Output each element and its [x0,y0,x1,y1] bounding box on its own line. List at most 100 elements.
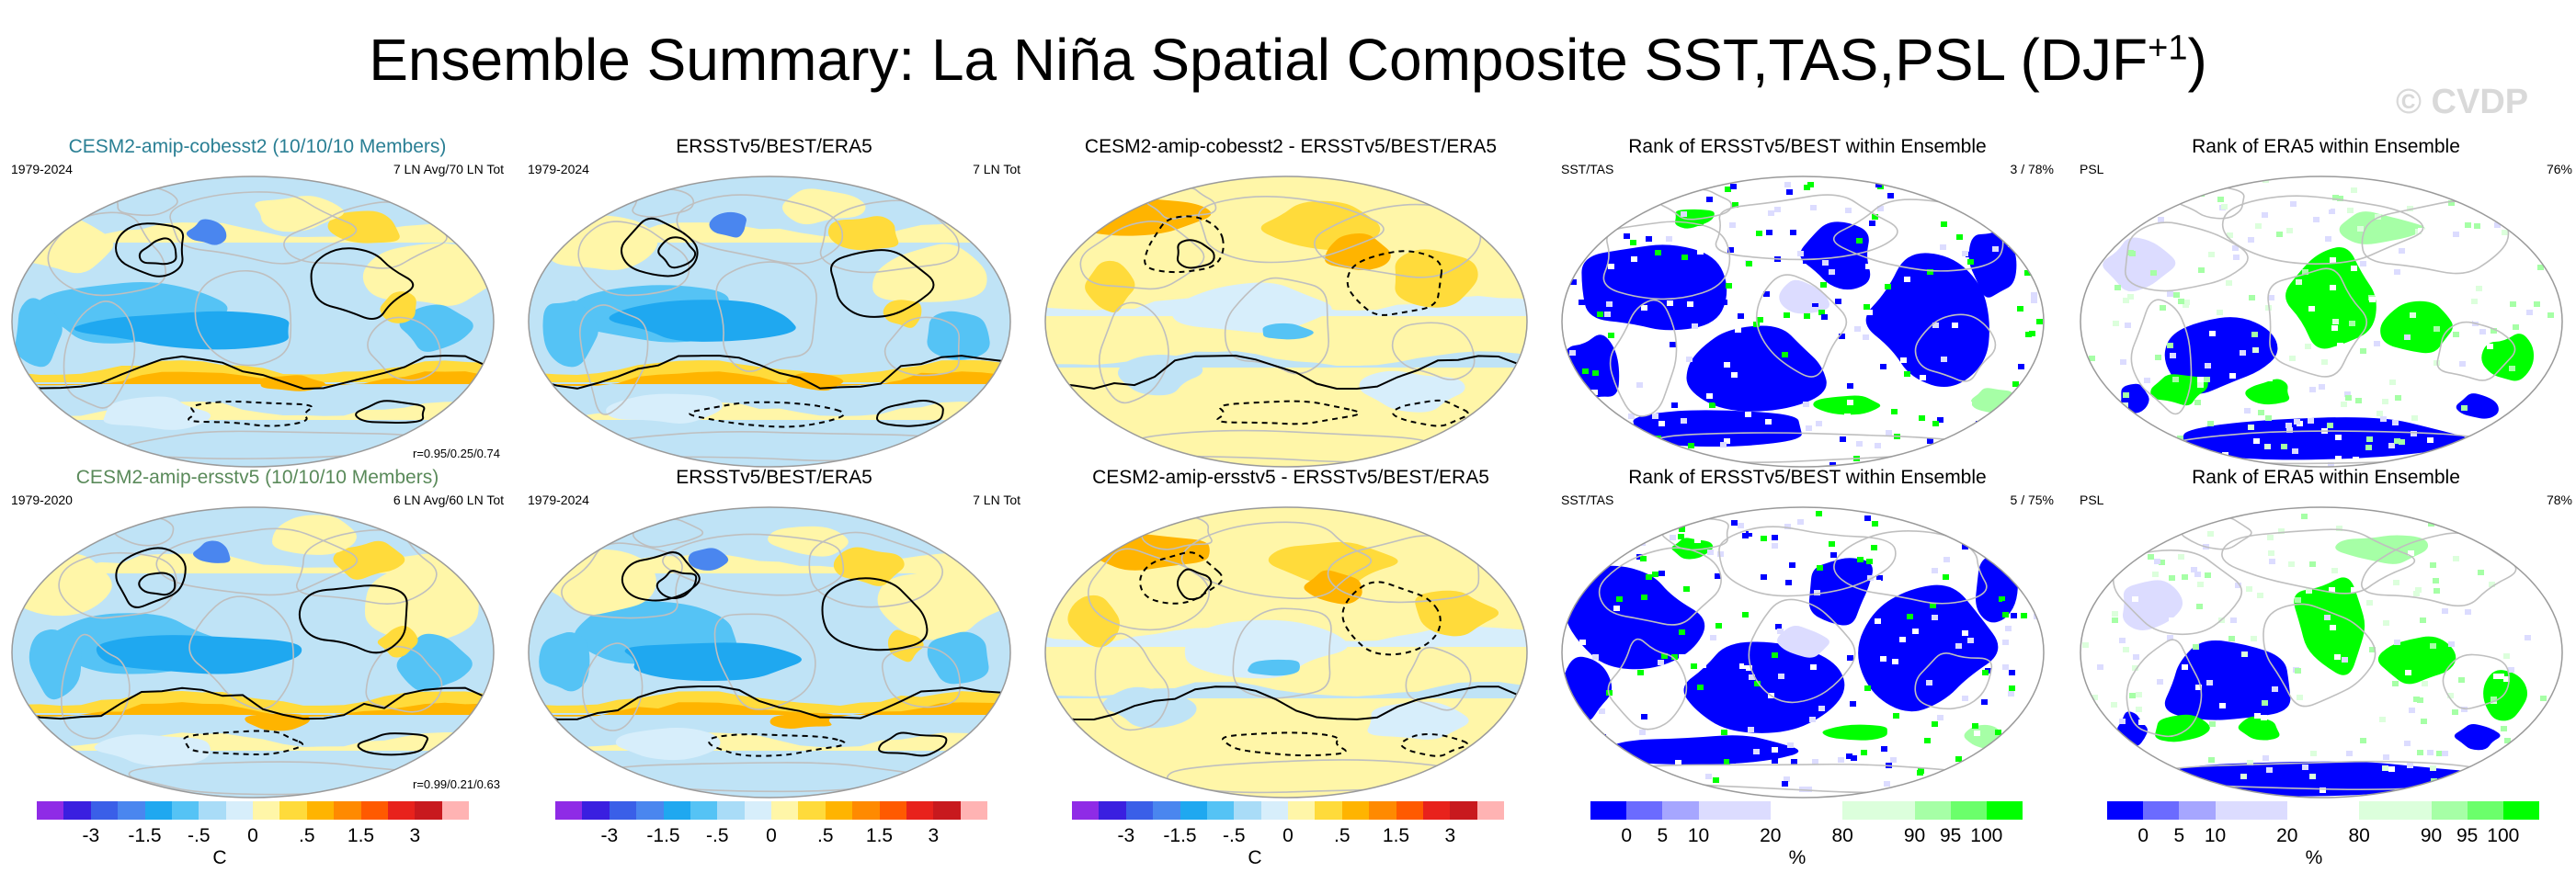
panel-right-label: 76% [2546,162,2572,176]
map-grid-cell [1887,193,1894,198]
map-grid-cell [1943,574,1949,580]
map-grid-cell [2553,277,2559,282]
map-grid-cell [1847,383,1853,389]
map-field-region [2164,640,2291,720]
map-grid-cell [1854,326,1861,332]
map-grid-cell [1871,545,1877,550]
map-grid-cell [1679,654,1685,660]
map-field-region [782,188,866,225]
map-grid-cell [2309,561,2316,567]
map-grid-cell [2167,635,2173,640]
map-grid-cell [2132,596,2138,602]
map-grid-cell [1691,663,1697,669]
colorbar-tick-label: 0 [1621,825,1633,846]
map-grid-cell [2442,751,2448,756]
map-grid-cell [2219,703,2226,708]
map-field-region [1359,370,1465,413]
map-grid-cell [2329,587,2335,593]
map-grid-cell [1731,520,1738,526]
map-grid-cell [2237,507,2243,511]
map-grid-cell [1657,459,1663,464]
map-grid-cell [2195,685,2202,690]
map-grid-cell [2194,400,2201,405]
map-grid-cell [1630,240,1636,245]
map-grid-cell [2413,697,2420,702]
map-grid-cell [2006,418,2012,424]
map-grid-cell [1735,327,1741,333]
map-grid-cell [1706,197,1713,202]
map-grid-cell [2408,550,2414,556]
panel-right-label: 7 LN Tot [973,162,1020,176]
coastline [47,211,166,297]
coastline [1098,301,1169,404]
psl-contour [1144,215,1225,274]
map-grid-cell [2453,556,2459,561]
psl-contour [657,236,697,269]
map-grid-cell [1981,699,1988,705]
panel-left-label: SST/TAS [1561,493,1614,507]
panel-title: CESM2-amip-ersstv5 (10/10/10 Members) [75,467,439,488]
map-panel-8: CESM2-amip-ersstv5 - ERSSTv5/BEST/ERA5 [1043,467,1539,807]
colorbar-1: -3 -1.5 -.5 0 .5 1.5 3 C [37,801,470,875]
map-grid-cell [1997,294,2003,300]
colorbar-swatch [1315,801,1343,820]
map-grid-cell [1624,233,1630,239]
map-field-region [2335,535,2429,564]
map-field-region [94,734,211,767]
map-grid-cell [2092,421,2098,426]
map-boundary [11,506,495,799]
colorbar-tick-label: 10 [1687,825,1710,846]
map-grid-cell [2119,719,2126,724]
map-grid-cell [2552,412,2559,417]
map-grid-cell [2021,613,2027,618]
map-grid-cell [2123,392,2129,398]
map-grid-cell [2171,636,2177,641]
map-grid-cell [2031,292,2037,298]
map-grid-cell [1829,269,1835,275]
map-grid-cell [2300,242,2307,247]
map-grid-cell [1658,660,1664,665]
map-grid-cell [2217,751,2224,756]
map-field-region [1683,641,1845,733]
map-field-band [1045,415,1527,439]
map-grid-cell [1985,761,1991,766]
coastline [2221,195,2424,265]
map-grid-cell [2491,328,2497,334]
map-grid-cell [1768,210,1774,216]
map-grid-cell [2266,767,2273,773]
map-grid-cell [1670,342,1676,347]
coastline [1314,203,1482,278]
colorbar-swatch [2143,801,2180,820]
map-grid-cell [1807,182,1814,187]
map-grid-cell [2513,181,2519,187]
map-grid-cell [2080,530,2085,536]
colorbar-swatch [1734,801,1772,820]
panel-left-label: 1979-2024 [528,493,589,507]
coastline [581,642,644,731]
map-grid-cell [1789,562,1795,568]
map-boundary [528,176,1011,468]
map-grid-cell [2044,393,2046,399]
map-grid-cell [2268,550,2274,556]
map-field-region [1629,410,1802,448]
psl-contour [1222,731,1347,757]
map-grid-cell [1609,776,1615,782]
map-grid-cell [1729,222,1736,228]
colorbar-swatch [1369,801,1396,820]
map-grid-cell [1798,451,1805,457]
map-grid-cell [1876,575,1883,581]
map-grid-cell [2503,794,2510,798]
map-grid-cell [1880,364,1886,369]
map-grid-cell [1816,421,1822,426]
map-grid-cell [1937,715,1943,720]
colorbar-swatch [852,801,880,820]
map-grid-cell [2502,572,2508,577]
map-grid-cell [1855,727,1862,732]
map-grid-cell [1671,251,1678,256]
colorbar-swatch [2179,801,2216,820]
map-grid-cell [1861,750,1867,755]
map-grid-cell [2411,415,2418,421]
map-grid-cell [1680,279,1686,285]
colorbar-tick-label: 0 [247,825,258,846]
map-grid-cell [2127,294,2134,300]
